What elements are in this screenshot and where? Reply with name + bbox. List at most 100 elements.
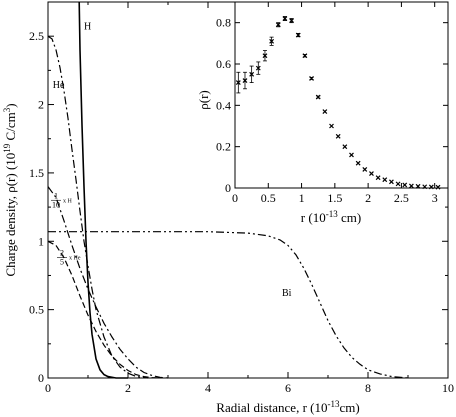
curve-label: Bi	[282, 288, 292, 299]
inset-x-tick-label: 3	[432, 191, 438, 205]
inset-x-tick-label: 1.5	[327, 191, 342, 205]
data-point	[315, 94, 321, 100]
fraction-denominator: 5	[60, 258, 64, 267]
inset-plot-frame	[234, 1, 449, 189]
marker-stroke	[369, 171, 374, 176]
marker-stroke	[382, 177, 388, 183]
inset-chart-points	[235, 16, 441, 190]
y-tick-label: 0	[38, 371, 44, 385]
data-point	[355, 160, 361, 166]
data-point	[382, 177, 388, 183]
marker-stroke	[335, 133, 341, 139]
inset-y-tick-label: 0.8	[216, 16, 231, 30]
data-point	[242, 71, 248, 90]
marker-stroke	[355, 160, 361, 166]
marker-stroke	[415, 183, 421, 189]
marker-stroke	[362, 166, 368, 172]
scaled-label-suffix: x H	[63, 198, 73, 204]
inset-x-tick-label: 2	[365, 191, 371, 205]
data-point	[408, 183, 414, 189]
marker-stroke	[375, 175, 381, 181]
data-point	[282, 16, 288, 22]
data-point	[295, 32, 301, 38]
data-point	[402, 182, 408, 188]
series-line-2	[47, 186, 169, 379]
data-point	[369, 171, 374, 176]
marker-stroke	[322, 109, 328, 114]
inset-background	[235, 2, 448, 188]
data-point	[289, 18, 295, 24]
fraction-numerator: 1	[54, 191, 58, 200]
inset-y-axis-label: ρ(r)	[196, 90, 211, 109]
x-tick-label: 8	[365, 381, 371, 395]
data-point	[329, 123, 334, 129]
series-line-0	[78, 1, 128, 379]
inset-x-tick-label: 0.5	[261, 191, 276, 205]
inset-chart: 0 0.5 1 1.5 2 2.5 3 0 0.2 0.4 0.6 0.8 ρ(r) r (10-13…	[196, 1, 449, 225]
inset-x-axis-label: r (10-13 cm)	[301, 209, 361, 225]
x-tick-label: 0	[45, 381, 51, 395]
data-point	[235, 71, 241, 94]
inset-x-tick-label: 1	[299, 191, 305, 205]
marker-stroke	[349, 152, 354, 158]
x-tick-label: 10	[442, 381, 454, 395]
y-tick-label: 2.5	[29, 29, 44, 43]
inset-y-tick-label: 0.6	[216, 57, 231, 71]
series-line-4	[48, 231, 409, 379]
fraction-denominator: 10	[52, 200, 60, 209]
marker-stroke	[388, 179, 394, 185]
y-tick-label: 0.5	[29, 303, 44, 317]
main-x-axis-label: Radial distance, r (10-13cm)	[216, 399, 359, 415]
y-tick-label: 1	[38, 234, 44, 248]
data-point	[302, 53, 308, 59]
inset-y-tick-label: 0.2	[216, 140, 231, 154]
curve-label: H	[84, 21, 91, 32]
scaled-curve-label: 25 x He	[57, 249, 81, 267]
data-point	[269, 36, 275, 46]
data-point	[349, 152, 354, 158]
y-tick-label: 2	[38, 98, 44, 112]
data-point	[255, 61, 261, 75]
curve-label: He	[53, 80, 65, 91]
data-point	[362, 166, 368, 172]
x-tick-label: 2	[125, 381, 131, 395]
data-point	[428, 184, 434, 190]
data-point	[309, 76, 314, 81]
data-point	[342, 144, 348, 150]
inset-x-tick-label: 0	[232, 191, 238, 205]
marker-stroke	[329, 123, 334, 129]
inset-y-tick-label: 0.4	[216, 98, 231, 112]
data-point	[435, 184, 441, 190]
data-point	[275, 22, 281, 28]
scaled-curve-label: 110 x H	[51, 191, 73, 209]
data-point	[388, 179, 394, 185]
inset-y-tick-label: 0	[225, 181, 231, 195]
main-chart-curve-labels: H He Bi 110 x H 25 x He	[51, 21, 292, 299]
inset-x-tick-label: 2.5	[394, 191, 409, 205]
marker-stroke	[428, 184, 434, 190]
data-point	[375, 175, 381, 181]
scaled-label-suffix: x He	[69, 256, 81, 262]
data-point	[335, 133, 341, 139]
inset-chart-ticks: 0 0.5 1 1.5 2 2.5 3 0 0.2 0.4 0.6 0.8	[216, 2, 448, 205]
series-line-3	[47, 240, 161, 379]
data-point	[415, 183, 421, 189]
x-tick-label: 4	[205, 381, 211, 395]
marker-stroke	[408, 183, 414, 189]
data-point	[422, 184, 428, 190]
marker-stroke	[342, 144, 348, 150]
fraction-numerator: 2	[60, 249, 64, 258]
data-point	[249, 65, 255, 83]
data-point	[395, 181, 401, 187]
marker-stroke	[395, 181, 401, 187]
main-chart-curves	[47, 1, 409, 379]
main-y-axis-label: Charge density, ρ(r) (1019 C/cm3)	[2, 103, 18, 276]
marker-stroke	[402, 182, 408, 188]
series-line-1	[47, 35, 149, 379]
data-point	[322, 109, 328, 114]
y-tick-label: 1.5	[29, 166, 44, 180]
marker-stroke	[422, 184, 428, 190]
